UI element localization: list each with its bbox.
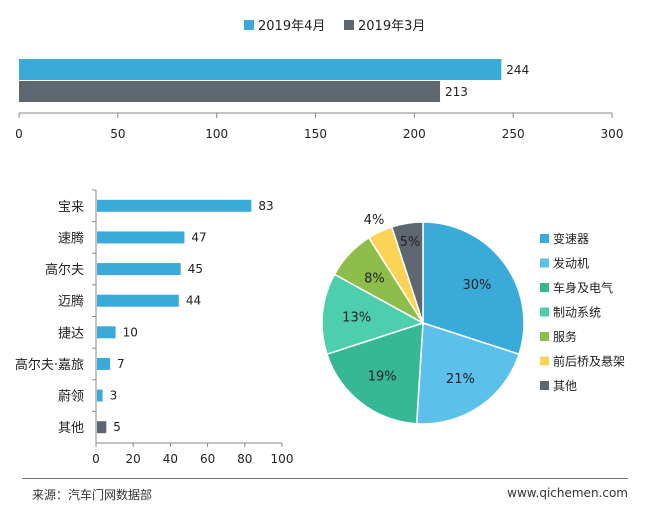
legend-label-2: 2019年3月 bbox=[358, 19, 425, 34]
bar-3 bbox=[97, 263, 181, 276]
data-label-3: 45 bbox=[188, 262, 203, 276]
pie-slice-1 bbox=[422, 221, 525, 356]
pie-legend-label-4: 制动系统 bbox=[553, 306, 601, 320]
pie-slice-2 bbox=[415, 321, 521, 425]
source-text: 来源：汽车门网数据部 bbox=[32, 488, 153, 502]
pie-value-label-7: 5% bbox=[400, 235, 421, 250]
pie-slice-3 bbox=[325, 321, 424, 425]
data-label-7: 3 bbox=[110, 389, 118, 403]
pie-legend-swatch-4 bbox=[540, 307, 549, 317]
pie-value-label-4: 13% bbox=[342, 311, 371, 326]
pie-value-label-1: 30% bbox=[462, 278, 491, 293]
pie-legend-swatch-3 bbox=[540, 283, 549, 292]
category-label-3: 高尔夫 bbox=[45, 262, 84, 278]
x2-tick-label-100: 100 bbox=[271, 452, 294, 466]
data-label-8: 5 bbox=[113, 420, 121, 434]
category-label-5: 捷达 bbox=[58, 326, 84, 341]
pie-value-label-5: 8% bbox=[364, 271, 385, 286]
pie-value-label-3: 19% bbox=[368, 370, 397, 385]
x-tick-label-150: 150 bbox=[304, 127, 327, 141]
category-label-6: 高尔夫·嘉旅 bbox=[15, 357, 84, 373]
bar-series-1 bbox=[19, 59, 502, 80]
legend-swatch-2 bbox=[344, 20, 354, 30]
bar-1 bbox=[97, 199, 252, 212]
pie-slice-4 bbox=[321, 273, 425, 356]
pie-legend-label-5: 服务 bbox=[553, 329, 577, 344]
x-tick-label-50: 50 bbox=[110, 127, 125, 141]
footer: 来源：汽车门网数据部 www.qichemen.com bbox=[22, 478, 628, 507]
data-label-4: 44 bbox=[186, 294, 201, 308]
bar-8 bbox=[97, 421, 107, 434]
data-label-6: 7 bbox=[117, 357, 125, 371]
x2-tick-label-0: 0 bbox=[92, 452, 100, 466]
data-label-series-1: 244 bbox=[506, 63, 529, 77]
pie-legend-label-3: 车身及电气 bbox=[553, 280, 613, 295]
site-url[interactable]: www.qichemen.com bbox=[507, 486, 628, 500]
pie-value-label-2: 21% bbox=[446, 372, 475, 387]
bar-2 bbox=[97, 231, 185, 244]
category-label-2: 速腾 bbox=[58, 230, 84, 246]
pie-legend-label-7: 其他 bbox=[553, 379, 577, 393]
pie-value-label-6: 4% bbox=[364, 213, 385, 228]
x2-tick-label-60: 60 bbox=[200, 452, 215, 466]
bar-4 bbox=[97, 294, 179, 307]
x-tick-label-300: 300 bbox=[601, 127, 624, 141]
category-label-7: 蔚领 bbox=[58, 390, 84, 405]
category-label-8: 其他 bbox=[58, 421, 84, 436]
category-label-4: 迈腾 bbox=[58, 294, 84, 310]
bar-5 bbox=[97, 326, 116, 339]
pie-slice-7 bbox=[390, 221, 424, 324]
data-label-series-2: 213 bbox=[445, 85, 468, 99]
legend-label-1: 2019年4月 bbox=[258, 19, 325, 34]
x2-tick-label-20: 20 bbox=[126, 452, 141, 466]
pie-legend-label-6: 前后桥及悬架 bbox=[553, 354, 625, 369]
x-tick-label-100: 100 bbox=[205, 127, 228, 141]
category-label-1: 宝来 bbox=[58, 200, 84, 215]
x-tick-label-200: 200 bbox=[403, 127, 426, 141]
pie-legend-swatch-2 bbox=[540, 258, 549, 268]
bar-series-2 bbox=[19, 81, 441, 102]
data-label-1: 83 bbox=[258, 199, 273, 213]
bar-6 bbox=[97, 357, 111, 370]
data-label-5: 10 bbox=[123, 325, 138, 339]
x-tick-label-250: 250 bbox=[502, 127, 525, 141]
bar-7 bbox=[97, 389, 103, 402]
pie-legend-label-1: 变速器 bbox=[553, 231, 589, 246]
pie-legend-swatch-5 bbox=[540, 332, 549, 341]
pie-legend-swatch-7 bbox=[540, 381, 549, 390]
x-tick-label-0: 0 bbox=[15, 127, 23, 141]
legend-swatch-1 bbox=[244, 20, 254, 30]
pie-legend-swatch-1 bbox=[540, 234, 549, 243]
data-label-2: 47 bbox=[191, 230, 206, 244]
x2-tick-label-40: 40 bbox=[163, 452, 178, 466]
pie-legend-swatch-6 bbox=[540, 356, 549, 366]
x2-tick-label-80: 80 bbox=[237, 452, 252, 466]
pie-legend-label-2: 发动机 bbox=[553, 256, 589, 271]
